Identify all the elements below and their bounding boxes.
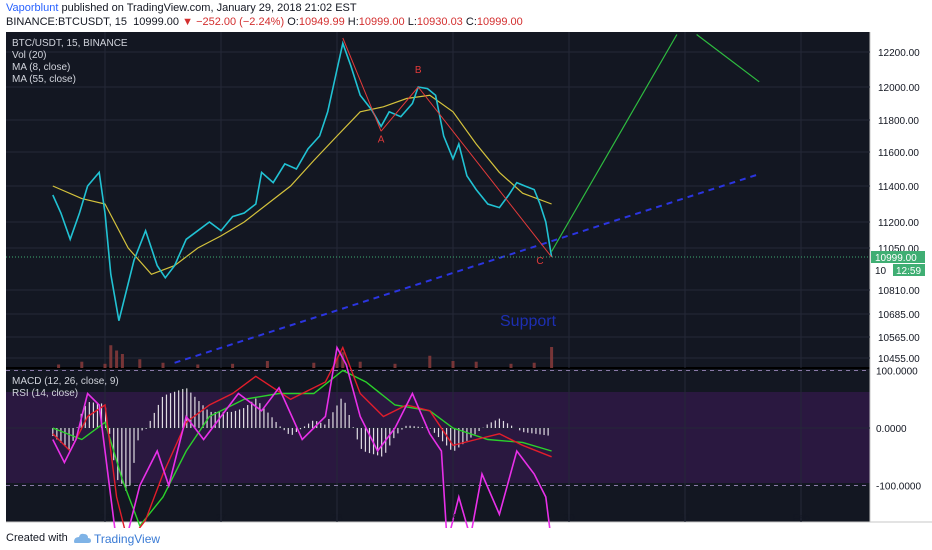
published-text: published on TradingView.com, January 29… [61,2,357,14]
signal-line [52,369,552,528]
publish-header: Vaporblunt published on TradingView.com,… [6,2,926,14]
macd-line [52,345,552,528]
change-down-icon: ▼ [182,16,193,28]
time-tick-label: 29 [447,513,459,524]
price-tick-label: 12000.00 [878,83,920,94]
legend-macd: MACD (12, 26, close, 9) [12,376,119,387]
volume-bar [265,361,269,368]
price-tick-label: 11050.00 [878,244,919,255]
open-value: 10949.99 [298,16,345,28]
countdown-badge [893,264,925,276]
time-tick-label: 26 [99,513,111,524]
volume-bar [509,363,513,368]
created-with-text: Created with [6,532,68,544]
volume-bar [451,361,455,368]
price-tick-label: 10810.00 [878,286,920,297]
ma55-line [52,94,552,276]
volume-bar [312,362,316,368]
pattern-label-a: A [378,134,385,145]
price-line [52,40,553,321]
time-tick-label: 31 [679,513,691,524]
volume-bar [120,354,124,368]
price-tick-label: 10455.00 [878,354,920,365]
axis-labels: 26 27 28 29 30 31 Feb 12200.00 12000.00 11800.00 1… [99,48,925,524]
close-label: C: [465,16,477,28]
last-price: 10999.00 [133,16,180,28]
tradingview-brand-link[interactable]: TradingView [94,532,161,546]
green-trendline-upper [696,34,760,83]
pattern-label-c: C [536,256,543,267]
close-value: 10999.00 [476,16,523,28]
pattern-line [342,37,382,132]
price-tick-label: 11400.00 [878,182,919,193]
indicator-tick-label: 100.0000 [876,367,918,378]
volume-bar [80,361,84,368]
time-tick-label: 30 [563,513,575,524]
rsi-line [52,345,551,528]
price-tick-label: 11800.00 [878,116,919,127]
countdown-prefix: 10 [875,266,887,277]
footer: Created with TradingView [0,528,932,550]
grid [6,32,870,522]
price-tick-label: 11600.00 [878,148,919,159]
volume-bar [115,350,119,368]
volume-bars [57,345,554,368]
time-tick-label: 28 [331,513,343,524]
tradingview-logo-icon [72,530,92,549]
indicator-tick-label: 0.0000 [876,424,907,435]
price-tick-label: 11200.00 [878,218,919,229]
volume-bar [231,363,235,368]
open-label: O: [287,16,299,28]
volume-bar [428,355,432,368]
support-trendline [174,173,760,364]
indicator-tick-label: -100.0000 [876,482,921,493]
pattern-line [417,86,552,258]
volume-bar [57,364,61,368]
legend-ma55: MA (55, close) [12,74,76,85]
volume-bar [532,362,536,368]
symbol-label: BINANCE:BTCUSDT, 15 [6,16,128,28]
legend-vol: Vol (20) [12,50,46,61]
rsi-band [6,392,870,483]
countdown-label: 12:59 [896,266,921,277]
volume-bar [474,361,478,368]
author-link[interactable]: Vaporblunt [6,2,59,14]
pattern-label-b: B [415,65,422,76]
high-label: H: [347,16,359,28]
price-tick-label: 12200.00 [878,48,920,59]
change-value: −252.00 (−2.24%) [196,16,285,28]
indicator-series [52,345,552,528]
high-value: 10999.00 [358,16,405,28]
low-value: 10930.03 [416,16,463,28]
ohlc-header: BINANCE:BTCUSDT, 15 10999.00 ▼ −252.00 (… [6,16,926,28]
low-label: L: [407,16,417,28]
green-trendline-lower [551,34,678,252]
volume-bar [335,357,339,368]
volume-bar [550,347,554,368]
last-price-badge-label: 10999.00 [875,253,917,264]
pattern-line [380,86,419,132]
price-chart[interactable]: A B C Support 26 27 28 29 30 31 Feb 12200.00 12000.… [0,32,932,528]
volume-bar [138,359,142,368]
support-annotation: Support [500,313,557,330]
price-tick-label: 10685.00 [878,310,920,321]
volume-bar [393,363,397,368]
volume-bar [161,362,165,368]
main-pane[interactable] [6,32,870,368]
time-tick-label: Feb [792,513,810,524]
volume-bar [341,352,345,368]
volume-bar [196,364,200,368]
time-tick-label: 27 [215,513,227,524]
volume-bar [103,363,107,368]
legend: BTC/USDT, 15, BINANCE Vol (20) MA (8, cl… [12,38,128,399]
price-axis[interactable] [870,32,932,522]
series: A B C Support [6,34,870,364]
last-price-badge [871,251,925,263]
legend-rsi: RSI (14, close) [12,388,78,399]
legend-title: BTC/USDT, 15, BINANCE [12,38,128,49]
legend-ma8: MA (8, close) [12,62,70,73]
price-tick-label: 10565.00 [878,333,920,344]
volume-bar [358,361,362,368]
volume-bar [109,345,113,368]
